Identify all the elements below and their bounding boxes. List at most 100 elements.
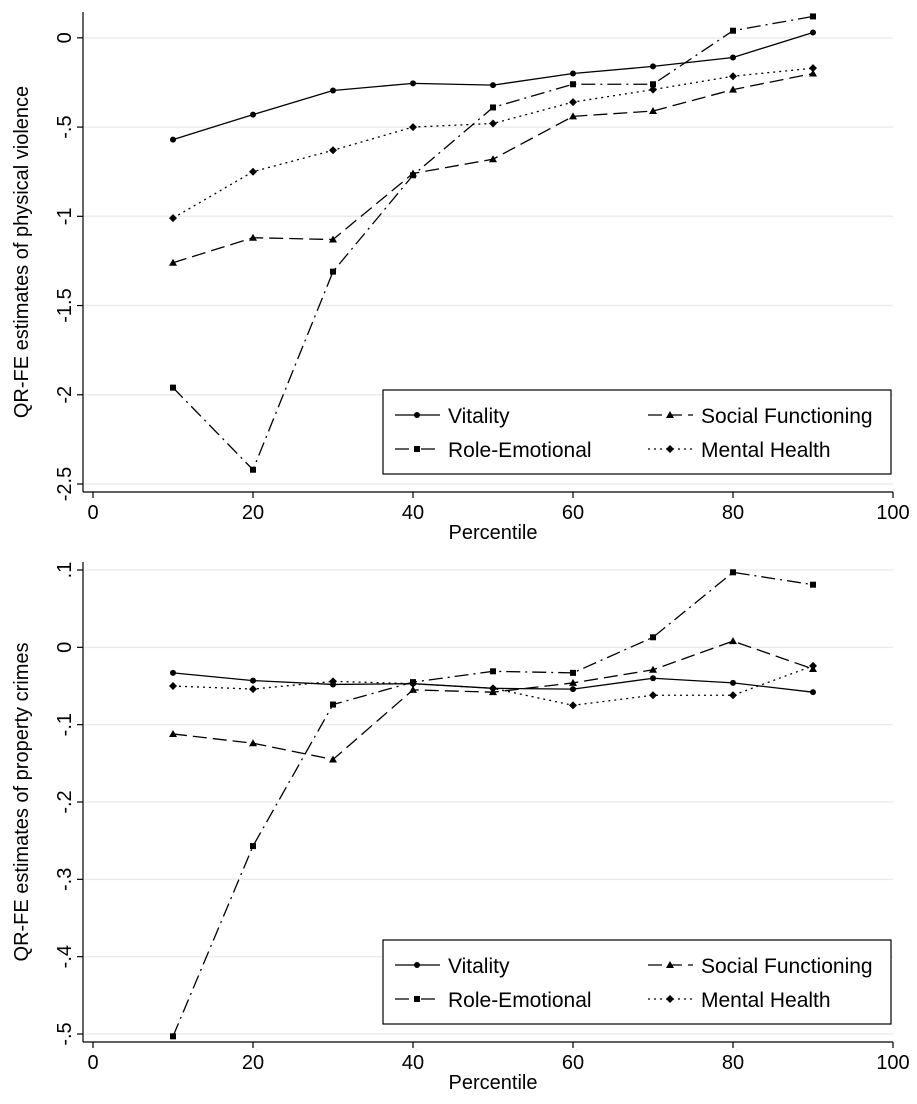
- data-point: [570, 669, 576, 676]
- data-point: [410, 172, 416, 179]
- data-point: [250, 677, 256, 684]
- data-point: [810, 13, 816, 20]
- y-tick-label: 0: [54, 642, 76, 653]
- x-tick-label: 20: [242, 502, 264, 524]
- series-social-functioning: [169, 69, 817, 266]
- y-tick-label: -.1: [54, 713, 76, 736]
- series-mental-health: [169, 64, 817, 223]
- legend: Vitality Social Functioning Role-Emotional…: [382, 939, 892, 1025]
- data-point: [570, 81, 576, 88]
- series-mental-health: [169, 661, 817, 710]
- x-tick-label: 40: [402, 502, 424, 524]
- data-point: [250, 843, 256, 850]
- y-tick-label: -.2: [54, 790, 76, 813]
- data-point: [249, 685, 257, 694]
- data-point: [729, 72, 737, 81]
- x-tick-label: 80: [722, 1052, 744, 1074]
- data-point: [570, 70, 576, 77]
- data-point: [409, 123, 417, 132]
- data-point: [730, 54, 736, 61]
- legend-label: Mental Health: [701, 989, 831, 1012]
- legend-key-marker: [414, 962, 420, 968]
- legend-key-marker: [666, 411, 674, 418]
- y-tick-label: -2: [54, 386, 76, 404]
- legend-label: Mental Health: [701, 439, 831, 462]
- y-tick-label: -1.5: [54, 288, 76, 322]
- data-point: [169, 258, 177, 266]
- data-point: [250, 466, 256, 473]
- legend-label: Social Functioning: [701, 955, 873, 978]
- y-axis-title: QR-FE estimates of physical violence: [11, 86, 33, 418]
- y-axis-title: QR-FE estimates of property crimes: [11, 643, 33, 962]
- data-point: [810, 29, 816, 36]
- data-point: [249, 739, 257, 747]
- data-point: [490, 104, 496, 111]
- series-social-functioning: [169, 637, 817, 763]
- legend-label: Role-Emotional: [448, 439, 592, 462]
- legend-label: Vitality: [448, 955, 510, 978]
- x-tick-label: 0: [87, 1052, 98, 1074]
- y-tick-label: -.5: [54, 1022, 76, 1045]
- data-point: [170, 669, 176, 676]
- data-point: [729, 85, 737, 93]
- series-line: [172, 640, 814, 761]
- data-point: [170, 384, 176, 391]
- data-point: [330, 87, 336, 94]
- data-point: [329, 755, 337, 763]
- legend-key-marker: [666, 445, 674, 453]
- legend-key-marker: [414, 996, 420, 1002]
- data-point: [650, 63, 656, 70]
- data-point: [730, 569, 736, 576]
- legend-key-marker: [666, 961, 674, 968]
- legend-label: Social Functioning: [701, 405, 873, 428]
- data-point: [650, 81, 656, 88]
- data-point: [170, 136, 176, 143]
- x-tick-label: 100: [876, 1052, 909, 1074]
- y-tick-label: -.4: [54, 945, 76, 968]
- data-point: [410, 80, 416, 87]
- legend-label: Vitality: [448, 405, 510, 428]
- data-point: [170, 1033, 176, 1040]
- data-point: [649, 691, 657, 700]
- data-point: [649, 85, 657, 94]
- x-tick-label: 60: [562, 502, 584, 524]
- data-point: [169, 729, 177, 737]
- data-point: [329, 235, 337, 243]
- y-tick-label: -.5: [54, 115, 76, 138]
- data-point: [489, 155, 497, 163]
- x-axis-title: Percentile: [449, 522, 538, 544]
- data-point: [810, 581, 816, 588]
- series-role-emotional: [170, 13, 816, 473]
- legend-key-marker: [666, 995, 674, 1003]
- x-tick-label: 0: [87, 502, 98, 524]
- data-point: [649, 107, 657, 115]
- data-point: [249, 167, 257, 176]
- data-point: [649, 665, 657, 673]
- chart-panel-2: .1 0 -.1 -.2 -.3 -.4 -.5 0 20 40 60 80 100 Percentile…: [11, 562, 910, 1094]
- data-point: [249, 233, 257, 241]
- x-tick-label: 100: [876, 502, 909, 524]
- series-line: [172, 72, 814, 264]
- data-point: [409, 679, 417, 688]
- data-point: [250, 111, 256, 118]
- data-point: [729, 637, 737, 645]
- data-point: [809, 69, 817, 77]
- data-point: [330, 701, 336, 708]
- y-tick-label: .1: [54, 562, 76, 579]
- chart-panel-1: 0 -.5 -1 -1.5 -2 -2.5 0 20 40 60 80 100 Percentile QR…: [11, 12, 910, 544]
- x-tick-label: 40: [402, 1052, 424, 1074]
- data-point: [490, 668, 496, 675]
- data-point: [650, 675, 656, 682]
- legend-box: [382, 389, 892, 475]
- data-point: [729, 691, 737, 700]
- data-point: [490, 82, 496, 89]
- legend-box: [382, 939, 892, 1025]
- data-point: [809, 64, 817, 73]
- series-line: [172, 67, 814, 219]
- series-vitality: [170, 29, 816, 143]
- data-point: [730, 27, 736, 34]
- x-tick-label: 20: [242, 1052, 264, 1074]
- legend-key-marker: [414, 446, 420, 452]
